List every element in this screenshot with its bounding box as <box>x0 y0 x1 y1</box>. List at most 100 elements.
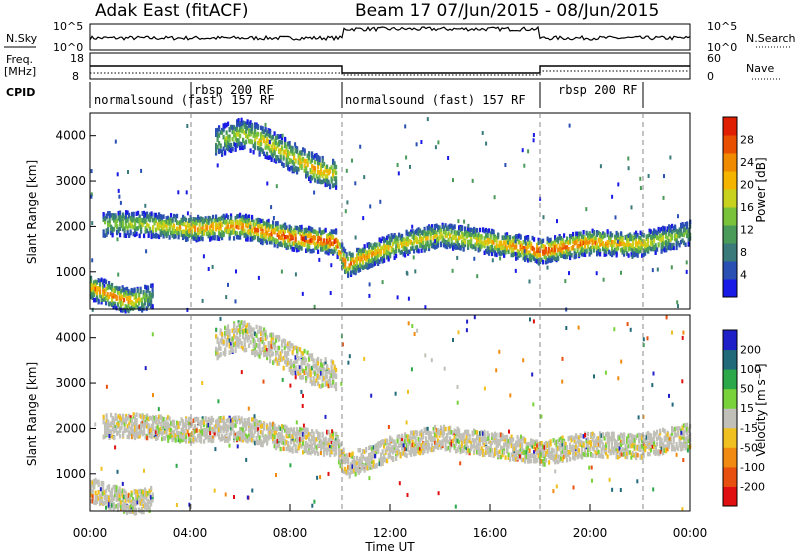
velocity-cell-884 <box>294 434 297 439</box>
power-cell-2314 <box>609 231 612 236</box>
power-cell-1870 <box>510 247 513 252</box>
power-cell-1218 <box>369 242 372 248</box>
power-cell-2597 <box>674 236 677 242</box>
velocity-cell-312 <box>170 433 173 439</box>
power-cell-1078 <box>339 250 342 256</box>
power-cell-717 <box>260 238 263 243</box>
velocity-cell-675 <box>248 433 251 438</box>
velocity-cell-345 <box>177 434 180 440</box>
power-cell-3324 <box>120 294 123 300</box>
velocity-cell-1185 <box>362 454 365 460</box>
power-cell-402 <box>192 236 195 241</box>
velocity-cell-261 <box>159 421 162 427</box>
power-cell-1978 <box>536 250 539 255</box>
velocity-cell-770 <box>267 426 270 432</box>
power-cell-2704 <box>224 137 227 142</box>
power-cell-1994 <box>540 257 543 263</box>
power-cell-1785 <box>492 229 495 234</box>
power-cell-1212 <box>368 264 371 270</box>
power-cell-3362 <box>127 296 130 301</box>
power-cell-3009 <box>291 151 294 157</box>
power-cell-1590 <box>450 242 453 248</box>
velocity-cell-899 <box>297 437 300 443</box>
power-cell-2062 <box>554 238 557 243</box>
power-cell-1618 <box>456 238 459 243</box>
power-cell-3607 <box>329 291 332 295</box>
velocity-cell-956 <box>309 439 312 444</box>
power-cell-12 <box>104 219 107 225</box>
power-cell-3162 <box>326 173 329 179</box>
power-cell-974 <box>315 231 318 237</box>
velocity-cell-1043 <box>330 433 333 439</box>
power-cell-1515 <box>434 233 437 238</box>
power-cell-3565 <box>225 295 228 300</box>
power-cell-2805 <box>246 134 249 140</box>
power-cell-2284 <box>603 232 606 237</box>
power-cell-1311 <box>389 252 392 257</box>
velocity-cell-602 <box>231 418 234 423</box>
power-cell-2303 <box>606 239 609 245</box>
velocity-cell-1277 <box>381 449 384 455</box>
velocity-cell-939 <box>306 430 309 435</box>
power-cell-1015 <box>326 250 329 255</box>
velocity-cell-1016 <box>326 441 329 446</box>
power-cell-670 <box>249 220 252 226</box>
power-cell-1805 <box>497 244 500 249</box>
velocity-cell-157 <box>135 429 138 434</box>
velocity-cell-156 <box>135 418 138 423</box>
power-cell-1581 <box>447 226 450 231</box>
power-cell-1605 <box>453 224 456 229</box>
velocity-cell-784 <box>272 427 275 433</box>
velocity-cell-341 <box>177 421 180 426</box>
power-cell-2579 <box>669 225 672 230</box>
power-cell-600 <box>236 231 239 236</box>
power-cell-944 <box>309 238 312 243</box>
power-cell-2932 <box>275 140 278 145</box>
power-cell-747 <box>266 240 269 245</box>
velocity-cell-178 <box>140 425 143 430</box>
power-cell-2737 <box>231 146 234 152</box>
power-cell-2166 <box>576 243 579 249</box>
power-cell-972 <box>315 245 318 251</box>
power-cell-728 <box>261 224 264 229</box>
power-cell-1103 <box>344 259 347 264</box>
power-cell-1690 <box>473 234 476 239</box>
velocity-cell-8 <box>104 421 107 427</box>
velocity-cell-588 <box>228 417 231 423</box>
power-cell-3302 <box>112 301 115 306</box>
power-cell-420 <box>195 217 198 223</box>
power-cell-639 <box>243 233 246 238</box>
velocity-cell-288 <box>164 424 167 429</box>
power-cell-1730 <box>480 235 483 240</box>
power-cell-2304 <box>606 229 609 234</box>
power-cell-3209 <box>91 285 94 290</box>
velocity-cell-555 <box>222 428 225 434</box>
power-cell-2180 <box>579 231 582 236</box>
nave-tick-top: 60 <box>707 52 721 65</box>
power-cell-3150 <box>324 174 327 179</box>
velocity-cell-1064 <box>335 446 338 451</box>
power-cell-3142 <box>323 170 326 175</box>
power-cell-3262 <box>102 284 105 290</box>
power-cell-3285 <box>108 301 111 307</box>
power-cell-1195 <box>365 262 368 267</box>
velocity-cell-241 <box>155 420 158 425</box>
power-cell-1342 <box>396 239 399 244</box>
power-cell-1587 <box>449 223 452 229</box>
power-cell-2688 <box>221 127 224 133</box>
power-cell-723 <box>261 231 264 236</box>
power-cell-1655 <box>464 231 467 236</box>
power-cell-3503 <box>481 131 484 135</box>
power-cell-2800 <box>245 126 248 131</box>
velocity-cell-143 <box>134 431 137 436</box>
power-cell-2957 <box>279 150 282 156</box>
power-cell-1072 <box>336 240 339 246</box>
power-cell-2038 <box>549 255 552 260</box>
power-cell-1454 <box>422 245 425 250</box>
power-cell-798 <box>278 230 281 235</box>
power-cell-1153 <box>356 260 359 265</box>
power-cell-1168 <box>359 252 362 258</box>
power-cell-2073 <box>555 237 558 243</box>
velocity-cell-662 <box>245 433 248 439</box>
power-cell-351 <box>182 229 185 234</box>
